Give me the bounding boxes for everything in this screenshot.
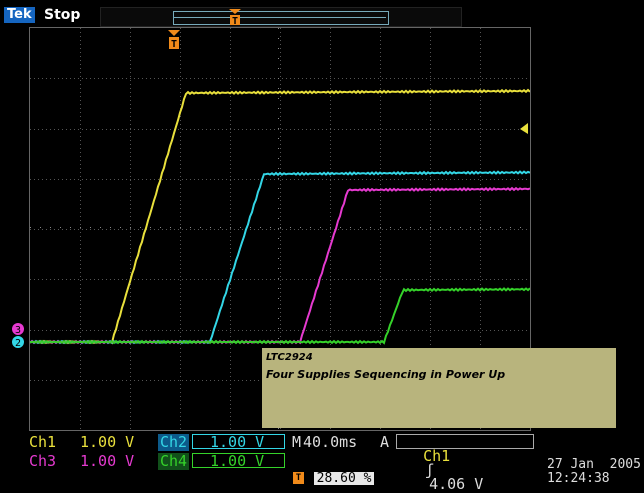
trace-ch2 — [29, 170, 531, 345]
note-subtitle: Four Supplies Sequencing in Power Up — [266, 368, 506, 381]
trigger-prefix: A — [380, 433, 390, 451]
channel-ground-markers: 3 2 — [12, 323, 24, 349]
trigger-level-icon — [520, 123, 528, 134]
record-length-bar — [173, 11, 389, 25]
ch1-label[interactable]: Ch1 — [29, 433, 57, 451]
timebase-value[interactable]: 40.0ms — [303, 433, 358, 451]
trace-ch4 — [30, 287, 531, 345]
svg-text:T: T — [171, 39, 177, 50]
record-line — [174, 17, 386, 18]
trigger-slope-icon: ʃ — [425, 461, 435, 479]
brand-logo: Tek — [4, 7, 35, 23]
trigger-time-marker-icon: T — [168, 30, 180, 50]
ch4-scale[interactable]: 1.00 V — [192, 453, 285, 469]
trigger-position-badge-icon: T — [293, 472, 304, 484]
ch2-scale[interactable]: 1.00 V — [192, 434, 285, 450]
trigger-level: 4.06 V — [429, 475, 484, 493]
trigger-position-readout[interactable]: T 28.60 % — [293, 472, 381, 485]
ch2-label[interactable]: Ch2 — [158, 433, 190, 451]
trigger-readout[interactable]: Ch1 ʃ 4.06 V — [396, 434, 534, 492]
trigger-source: Ch1 — [423, 447, 451, 465]
traces — [29, 88, 531, 345]
trace-ch3 — [29, 186, 531, 345]
trigger-position-icon: T — [229, 9, 241, 26]
horizontal-prefix: M — [292, 433, 302, 451]
annotation-note: LTC2924 Four Supplies Sequencing in Powe… — [262, 348, 616, 428]
ch3-scale[interactable]: 1.00 V — [80, 452, 135, 470]
ch1-scale[interactable]: 1.00 V — [80, 433, 135, 451]
timestamp-time: 12:24:38 — [547, 471, 610, 486]
trigger-position-value: 28.60 % — [313, 472, 375, 485]
ch4-label[interactable]: Ch4 — [158, 452, 190, 470]
note-title: LTC2924 — [266, 352, 313, 363]
svg-text:2: 2 — [15, 338, 21, 349]
svg-text:3: 3 — [15, 325, 21, 336]
trace-ch1 — [29, 88, 531, 345]
timestamp: 27 Jan 2005 12:24:38 — [547, 458, 641, 486]
ch3-label[interactable]: Ch3 — [29, 452, 57, 470]
svg-text:T: T — [232, 16, 238, 26]
timestamp-date: 27 Jan 2005 — [547, 457, 641, 472]
acquisition-status: Stop — [44, 7, 81, 23]
